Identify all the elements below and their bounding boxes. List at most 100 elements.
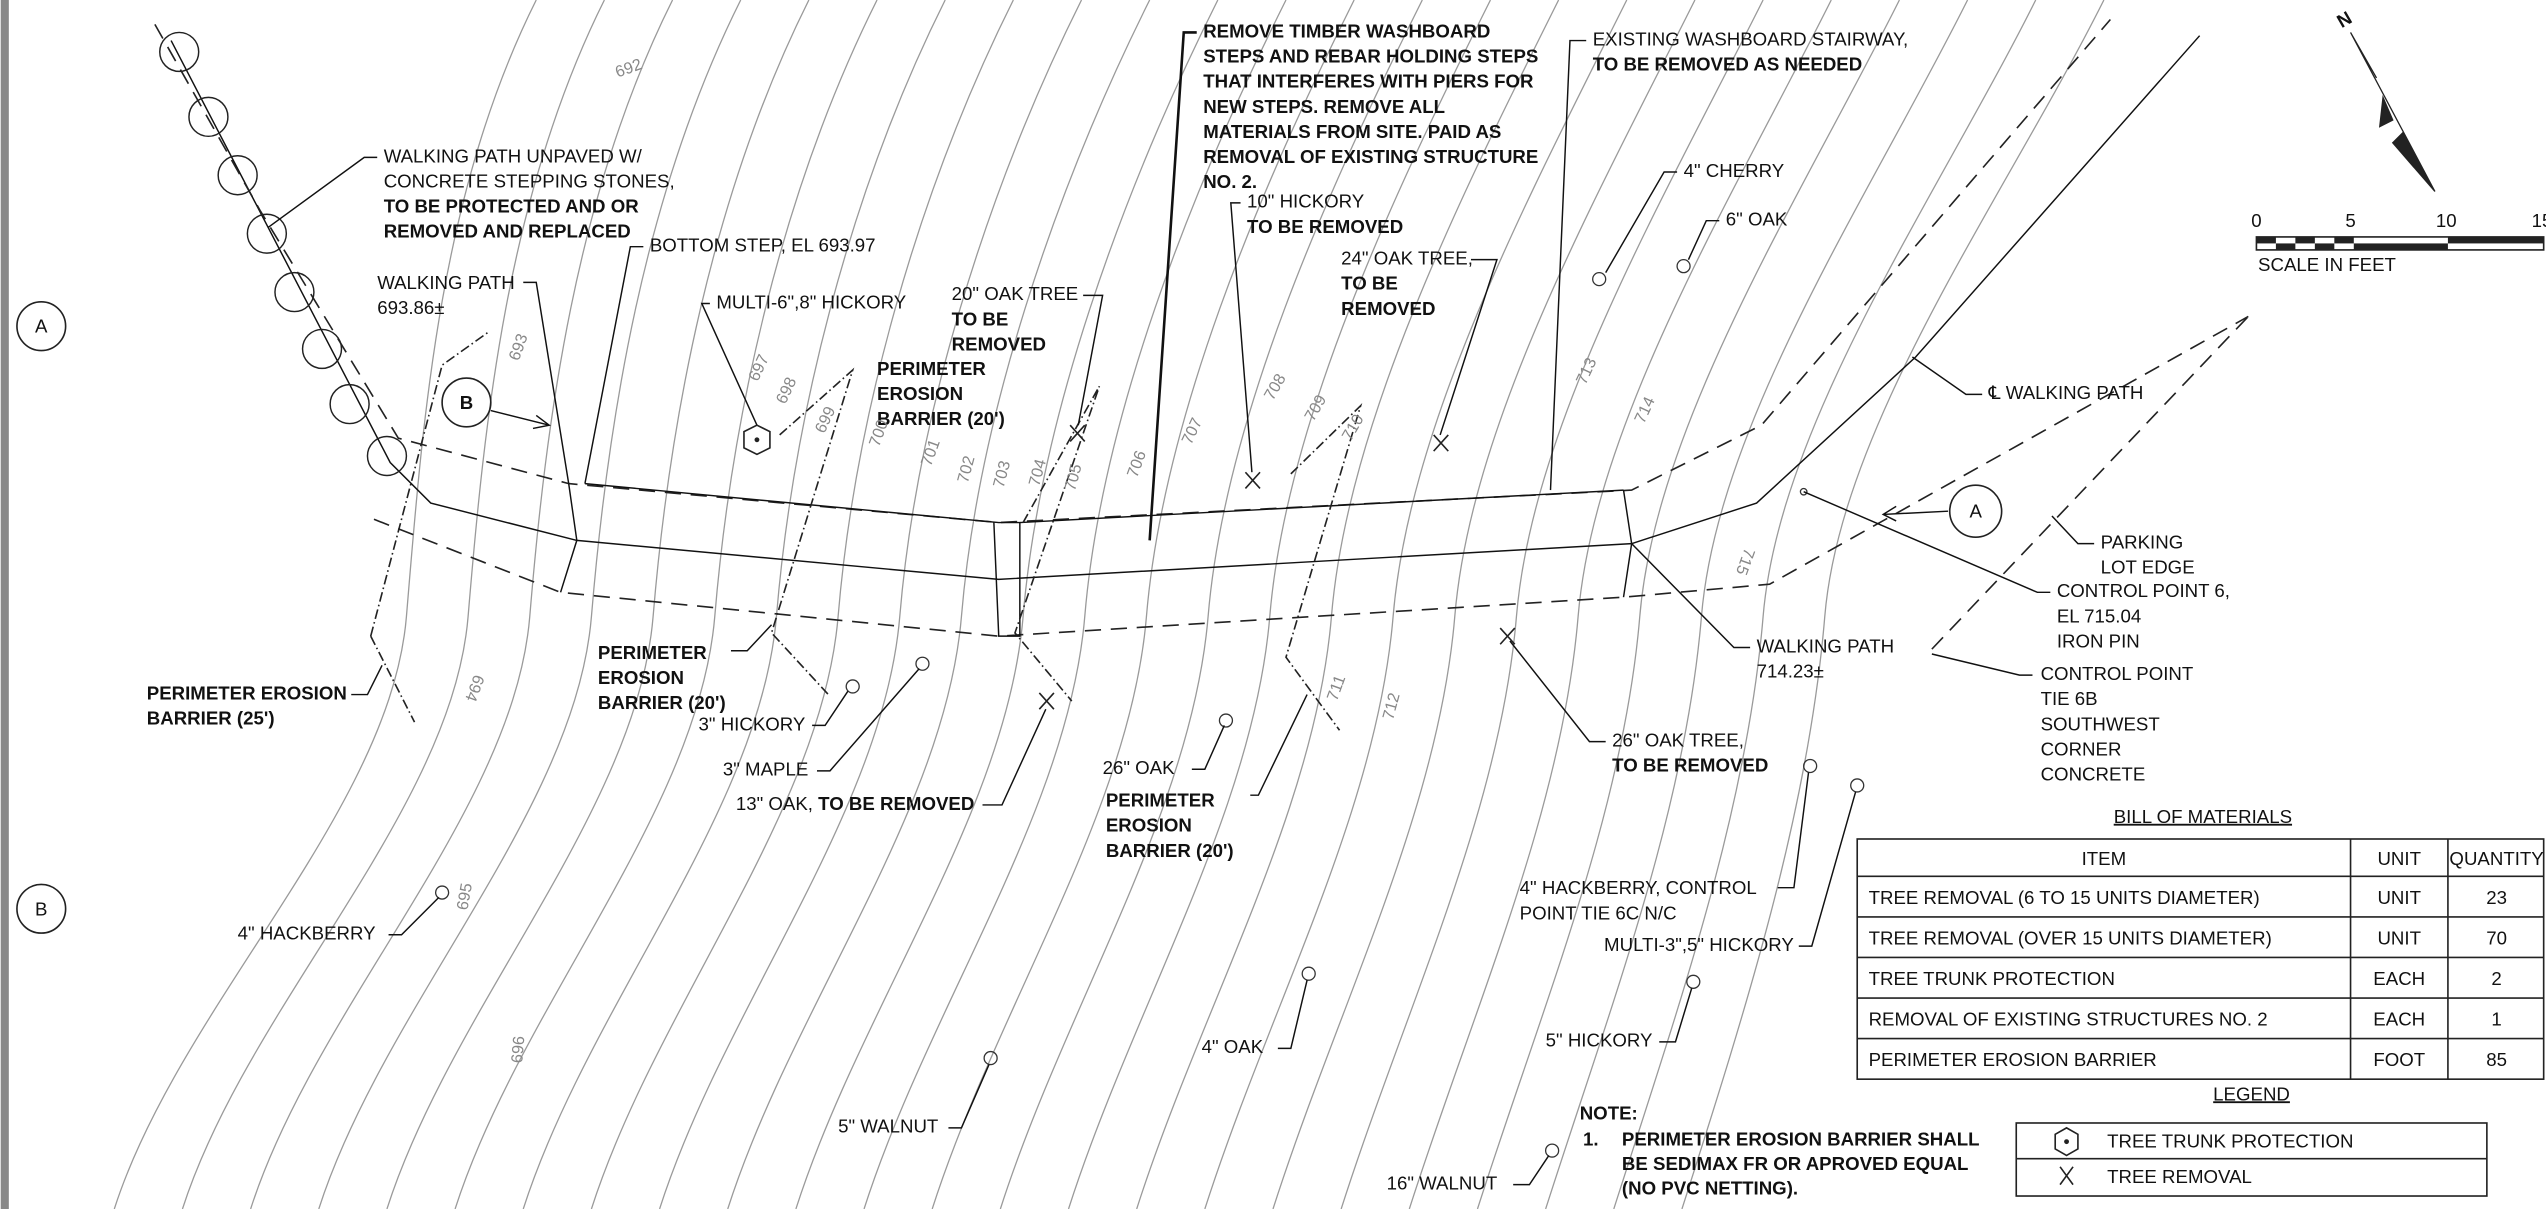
annotation-line: TO BE — [1341, 273, 1398, 294]
legend-item: TREE TRUNK PROTECTION — [2107, 1130, 2353, 1151]
section-label: A — [1969, 501, 1982, 522]
section-label: A — [35, 316, 48, 337]
scale-label: 10 — [2436, 210, 2457, 231]
tree-dot — [755, 437, 760, 442]
table-cell: 1 — [2491, 1009, 2501, 1030]
scale-segment — [2315, 243, 2334, 249]
annotation-line: REMOVAL OF EXISTING STRUCTURE — [1203, 146, 1538, 167]
table-cell: PERIMETER EROSION BARRIER — [1869, 1049, 2157, 1070]
annotation-line: EL 715.04 — [2057, 605, 2141, 626]
annotation-line: NO. 2. — [1203, 171, 1257, 192]
annotation-line: BARRIER (25') — [147, 708, 275, 729]
table-title: BILL OF MATERIALS — [2114, 806, 2292, 827]
annotation-line: TO BE REMOVED — [1612, 755, 1768, 776]
table-cell: EACH — [2373, 968, 2425, 989]
annotation-line: CONTROL POINT 6, — [2057, 580, 2230, 601]
table-cell: REMOVAL OF EXISTING STRUCTURES NO. 2 — [1869, 1009, 2268, 1030]
annotation-line: STEPS AND REBAR HOLDING STEPS — [1203, 45, 1538, 66]
note-number: 1. — [1583, 1129, 1599, 1150]
annotation-line: SOUTHWEST — [2041, 713, 2160, 734]
note-line: BE SEDIMAX FR OR APROVED EQUAL — [1622, 1153, 1969, 1174]
table-cell: TREE REMOVAL (6 TO 15 UNITS DIAMETER) — [1869, 887, 2260, 908]
table-cell: TREE TRUNK PROTECTION — [1869, 968, 2115, 989]
annotation-line: 4" HACKBERRY — [238, 923, 377, 944]
scale-label: 15 — [2532, 210, 2546, 231]
annotation-line: 26" OAK — [1103, 757, 1176, 778]
table-cell: UNIT — [2377, 887, 2421, 908]
annotation-line: REMOVED AND REPLACED — [384, 221, 631, 242]
table-cell: 85 — [2486, 1049, 2507, 1070]
scale-title: SCALE IN FEET — [2258, 254, 2396, 275]
annotation-line: BARRIER (20') — [1106, 840, 1234, 861]
scale-segment — [2354, 243, 2448, 249]
table-cell: 23 — [2486, 887, 2507, 908]
table-header: UNIT — [2377, 848, 2421, 869]
scale-segment — [2334, 237, 2353, 243]
annotation-line: 4" CHERRY — [1684, 160, 1785, 181]
annotation-line: MATERIALS FROM SITE. PAID AS — [1203, 121, 1501, 142]
annotation-line: BOTTOM STEP, EL 693.97 — [650, 235, 876, 256]
scale-segment — [2276, 243, 2295, 249]
scale-label: 0 — [2251, 210, 2261, 231]
annotation-line: 24" OAK TREE, — [1341, 248, 1473, 269]
scale-label: 5 — [2345, 210, 2355, 231]
legend-item: TREE REMOVAL — [2107, 1166, 2252, 1187]
annotation-line: NEW STEPS. REMOVE ALL — [1203, 96, 1445, 117]
contour-label: 696 — [508, 1035, 528, 1064]
annotation-line: EROSION — [877, 383, 963, 404]
annotation-line: TO BE PROTECTED AND OR — [384, 196, 640, 217]
annotation-line: MULTI-3",5" HICKORY — [1604, 934, 1794, 955]
annotation-line: EXISTING WASHBOARD STAIRWAY, — [1593, 28, 1908, 49]
section-label: B — [35, 898, 47, 919]
annotation-line: REMOVED — [1341, 298, 1435, 319]
scale-segment — [2295, 237, 2314, 243]
annotation-line: EROSION — [598, 667, 684, 688]
site-plan: A B B A N NOTE: 1. PERIMETER EROSION BAR… — [0, 0, 2546, 1209]
annotation-line: PERIMETER EROSION — [147, 682, 347, 703]
annotation-line: WALKING PATH — [377, 272, 515, 293]
scale-bar — [2256, 237, 2543, 250]
annotation-line: BARRIER (20') — [877, 408, 1005, 429]
annotation-line: BARRIER (20') — [598, 692, 726, 713]
table-cell: EACH — [2373, 1009, 2425, 1030]
table-header: QUANTITY — [2449, 848, 2544, 869]
annotation-line: CONCRETE — [2041, 764, 2146, 785]
annotation-line: LOT EDGE — [2101, 557, 2195, 578]
annotation-line: MULTI-6",8" HICKORY — [716, 291, 906, 312]
annotation-line: 10" HICKORY — [1247, 191, 1365, 212]
annotation-line: 5" WALNUT — [838, 1116, 938, 1137]
annotation-line: WALKING PATH — [1757, 635, 1895, 656]
annotation-line: THAT INTERFERES WITH PIERS FOR — [1203, 71, 1534, 92]
annotation-line: 714.23± — [1757, 661, 1824, 682]
table-header: ITEM — [2082, 848, 2127, 869]
annotation-line: 3" HICKORY — [699, 713, 806, 734]
annotation-line: WALKING PATH UNPAVED W/ — [384, 145, 643, 166]
note-line: (NO PVC NETTING). — [1622, 1177, 1798, 1198]
sheet-edge — [1, 0, 9, 1209]
annotation-part: 13" OAK, — [736, 793, 818, 814]
annotation-line: 3" MAPLE — [723, 759, 808, 780]
annotation-line: 20" OAK TREE — [952, 283, 1079, 304]
annotation-line: 5" HICKORY — [1546, 1030, 1653, 1051]
annotation-line: TO BE — [952, 308, 1009, 329]
annotation: 13" OAK, TO BE REMOVED — [736, 793, 975, 814]
annotation-line: 16" WALNUT — [1387, 1173, 1498, 1194]
annotation-line: ℄ WALKING PATH — [1988, 382, 2144, 403]
annotation-line: PERIMETER — [1106, 790, 1215, 811]
legend-symbol — [2064, 1139, 2069, 1144]
table-cell: 70 — [2486, 927, 2507, 948]
annotation-line: PERIMETER — [877, 358, 986, 379]
annotation-line: CORNER — [2041, 738, 2122, 759]
annotation-line: REMOVED — [952, 334, 1046, 355]
annotation-line: 693.86± — [377, 297, 444, 318]
table-cell: FOOT — [2373, 1049, 2425, 1070]
annotation-line: TO BE REMOVED AS NEEDED — [1593, 54, 1863, 75]
legend-title: LEGEND — [2213, 1083, 2290, 1104]
annotation-line: EROSION — [1106, 815, 1192, 836]
annotation-line: 26" OAK TREE, — [1612, 729, 1744, 750]
annotation-line: 4" OAK — [1202, 1036, 1264, 1057]
scale-segment — [2448, 237, 2544, 243]
note-title: NOTE: — [1580, 1103, 1638, 1124]
annotation-line: CONCRETE STEPPING STONES, — [384, 170, 675, 191]
annotation-line: CONTROL POINT — [2041, 663, 2194, 684]
